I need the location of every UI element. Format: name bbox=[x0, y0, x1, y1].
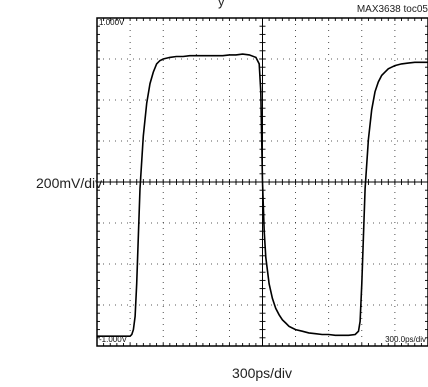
top-left-voltage-label: 1.000V bbox=[99, 18, 125, 27]
x-scale-label: 300ps/div bbox=[232, 365, 292, 381]
waveform-trace bbox=[97, 53, 428, 337]
figure-id: MAX3638 toc05 bbox=[357, 4, 428, 15]
header-partial-text: y bbox=[218, 0, 225, 9]
bottom-left-voltage-label: -1.000V bbox=[99, 335, 128, 344]
grid-layer bbox=[97, 18, 428, 346]
bottom-right-timebase-label: 300.0ps/div bbox=[385, 335, 426, 344]
y-scale-label: 200mV/div bbox=[36, 175, 102, 191]
